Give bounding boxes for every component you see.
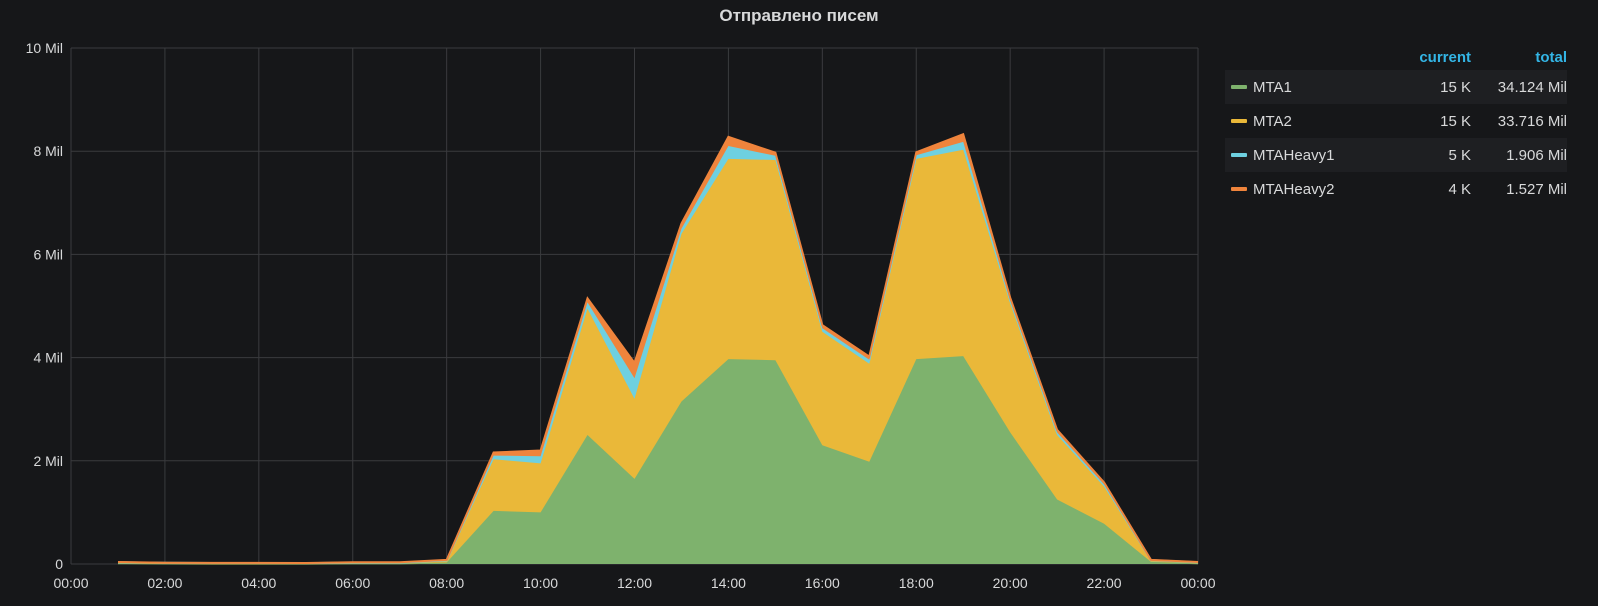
legend-swatch-wrap	[1225, 187, 1253, 191]
x-tick-label: 00:00	[53, 575, 88, 591]
x-tick-label: 16:00	[805, 575, 840, 591]
x-tick-label: 10:00	[523, 575, 558, 591]
panel-title[interactable]: Отправлено писем	[719, 6, 879, 25]
y-tick-label: 6 Mil	[33, 246, 63, 262]
legend-series-name[interactable]: MTA2	[1253, 112, 1292, 130]
legend-table: current total MTA1 15 K 34.124 Mil MTA2 …	[1225, 44, 1567, 206]
legend-swatch-mtaheavy1	[1231, 153, 1247, 157]
legend-swatch-wrap	[1225, 153, 1253, 157]
legend-total-value: 33.716 Mil	[1497, 112, 1567, 130]
line-series-mtaheavy2	[117, 132, 1199, 565]
legend-total-value: 1.906 Mil	[1506, 146, 1567, 164]
x-tick-label: 06:00	[335, 575, 370, 591]
legend-header-total[interactable]: total	[1535, 48, 1567, 66]
legend-row-mta1[interactable]: MTA1 15 K 34.124 Mil	[1225, 70, 1567, 104]
legend-current-value: 15 K	[1440, 112, 1471, 130]
legend-swatch-mtaheavy2	[1231, 187, 1247, 191]
x-axis-ticks: 00:00 02:00 04:00 06:00 08:00 10:00 12:00 14:00…	[53, 575, 1215, 591]
area-series-mta1	[118, 356, 1198, 564]
legend-swatch-wrap	[1225, 85, 1253, 89]
legend-current-value: 5 K	[1448, 146, 1471, 164]
legend-swatch-wrap	[1225, 119, 1253, 123]
legend-current-value: 15 K	[1440, 78, 1471, 96]
y-tick-label: 10 Mil	[26, 40, 63, 56]
legend-series-name[interactable]: MTAHeavy1	[1253, 146, 1335, 164]
y-tick-label: 2 Mil	[33, 453, 63, 469]
x-tick-label: 08:00	[429, 575, 464, 591]
y-tick-label: 8 Mil	[33, 143, 63, 159]
legend-current-value: 4 K	[1448, 180, 1471, 198]
legend-rows: MTA1 15 K 34.124 Mil MTA2 15 K 33.716 Mi…	[1225, 70, 1567, 206]
legend-header: current total	[1225, 44, 1567, 70]
x-tick-label: 12:00	[617, 575, 652, 591]
legend-row-mtaheavy2[interactable]: MTAHeavy2 4 K 1.527 Mil	[1225, 172, 1567, 206]
x-tick-label: 14:00	[711, 575, 746, 591]
x-tick-label: 20:00	[993, 575, 1028, 591]
x-tick-label: 04:00	[241, 575, 276, 591]
y-tick-label: 4 Mil	[33, 350, 63, 366]
legend-total-value: 1.527 Mil	[1506, 180, 1567, 198]
legend-series-name[interactable]: MTAHeavy2	[1253, 180, 1335, 198]
legend-row-mta2[interactable]: MTA2 15 K 33.716 Mil	[1225, 104, 1567, 138]
y-tick-label: 0	[55, 556, 63, 572]
stacked-areas	[117, 132, 1199, 565]
x-tick-label: 00:00	[1180, 575, 1215, 591]
legend-header-current[interactable]: current	[1419, 48, 1471, 66]
legend-swatch-mta2	[1231, 119, 1247, 123]
legend-series-name[interactable]: MTA1	[1253, 78, 1292, 96]
area-series-mta2	[118, 149, 1198, 564]
x-tick-label: 02:00	[147, 575, 182, 591]
legend-row-mtaheavy1[interactable]: MTAHeavy1 5 K 1.906 Mil	[1225, 138, 1567, 172]
x-tick-label: 22:00	[1087, 575, 1122, 591]
legend-swatch-mta1	[1231, 85, 1247, 89]
x-tick-label: 18:00	[899, 575, 934, 591]
y-axis-ticks: 0 2 Mil 4 Mil 6 Mil 8 Mil 10 Mil	[26, 40, 64, 572]
legend-total-value: 34.124 Mil	[1497, 78, 1567, 96]
